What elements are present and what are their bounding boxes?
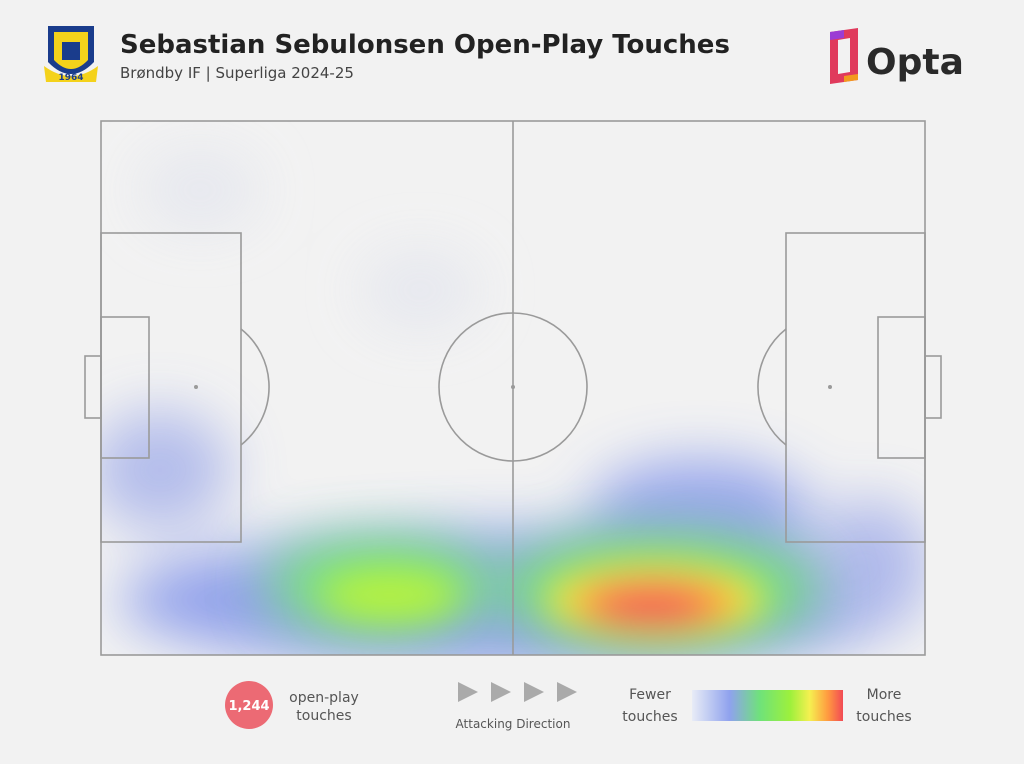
crest-year: 1964 [58, 73, 83, 83]
legend-low: touches [622, 709, 677, 725]
direction-arrows [458, 682, 577, 702]
crest: 1964 [44, 26, 98, 83]
stat-label: open-play [289, 690, 359, 706]
stat-badge [225, 681, 273, 729]
brand: Opta [866, 42, 964, 83]
heatmap [101, 150, 925, 655]
direction-label: Attacking Direction [456, 717, 571, 731]
legend-low: Fewer [629, 687, 671, 703]
title: Sebastian Sebulonsen Open-Play Touches [120, 30, 730, 60]
brand-logo: Opta [830, 28, 964, 84]
stat-value: 1,244 [228, 699, 269, 714]
legend-gradient [692, 690, 843, 721]
legend-high: More [867, 687, 902, 703]
legend-high: touches [856, 709, 911, 725]
subtitle: Brøndby IF | Superliga 2024-25 [120, 64, 354, 82]
pitch [84, 120, 942, 656]
stat-label: touches [296, 708, 351, 724]
